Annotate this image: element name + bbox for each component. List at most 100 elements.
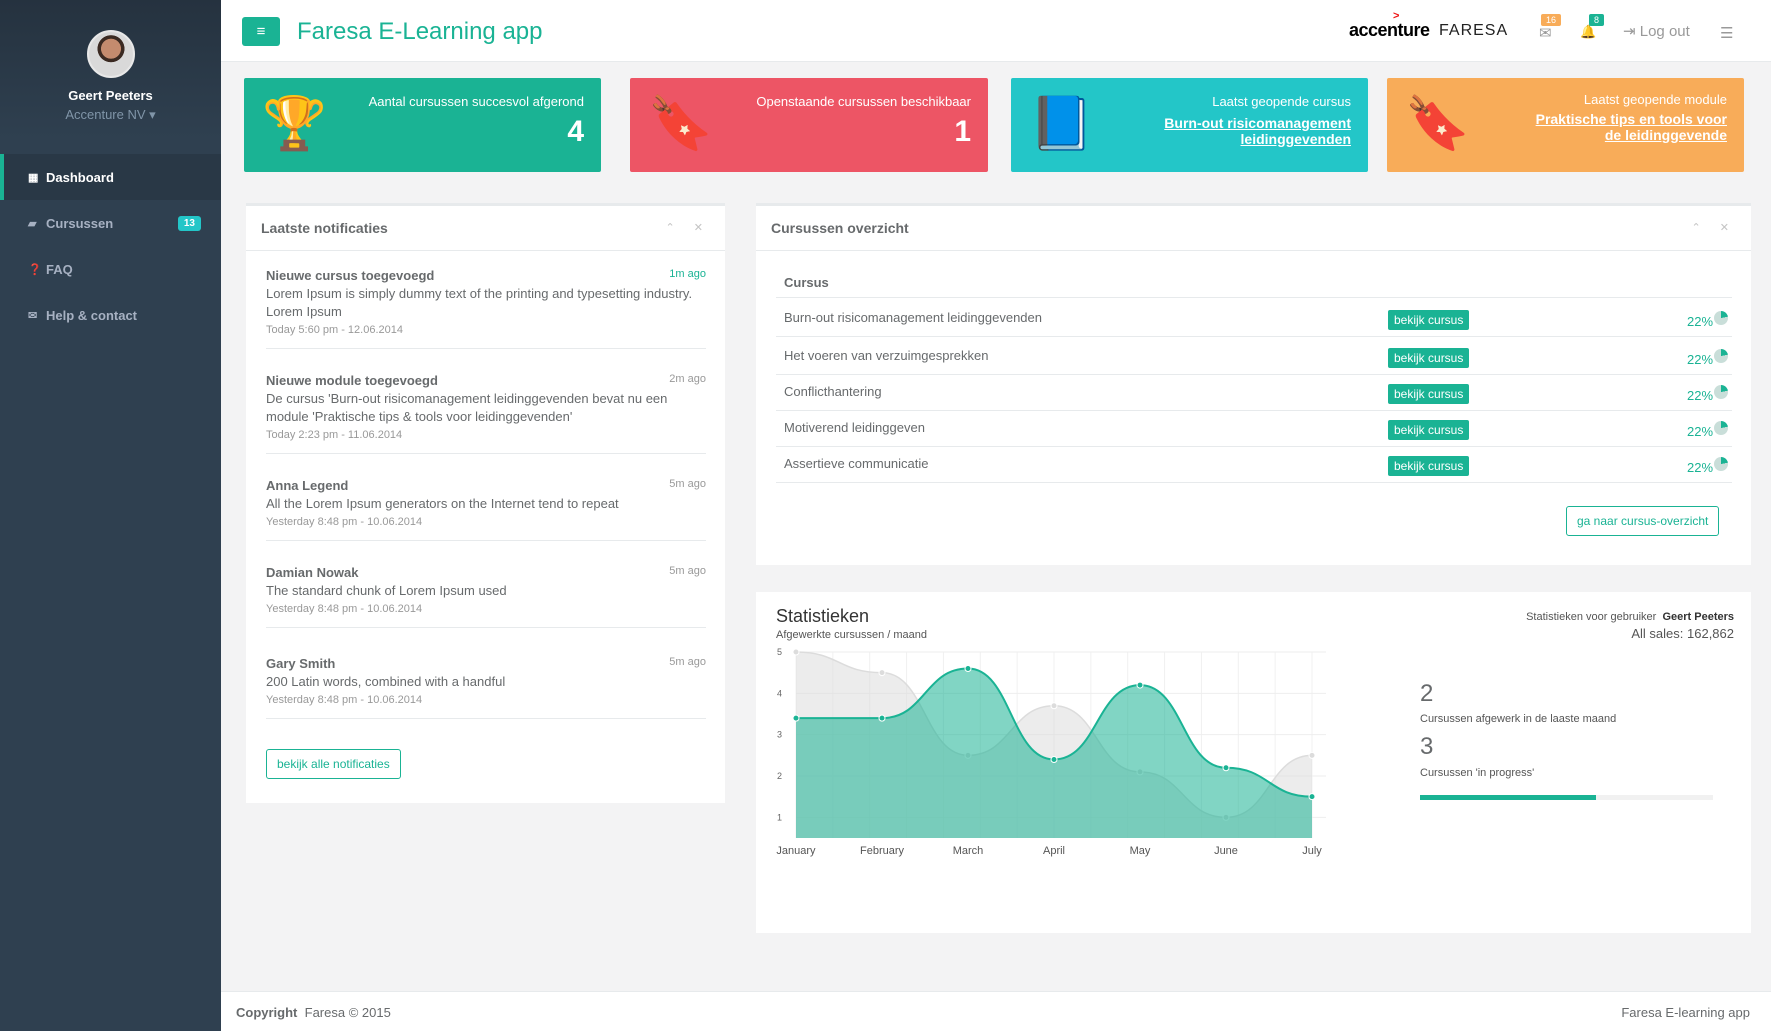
profile: Geert Peeters Accenture NV ▾ [0, 0, 221, 140]
data-point [878, 714, 886, 722]
area-chart: 1 2 3 4 5 January February March April May June Jul… [776, 647, 1326, 857]
last-course-link[interactable]: Burn-out risicomanagement leidinggevende… [1164, 115, 1351, 147]
view-course-button[interactable]: bekijk cursus [1388, 456, 1470, 476]
mail-icon[interactable]: ✉ [1539, 25, 1552, 42]
bell-icon[interactable]: 🔔 [1580, 24, 1597, 39]
mail-count-badge: 16 [1541, 14, 1562, 26]
tile-completed-courses: 🏆 Aantal cursussen succesvol afgerond 4 [244, 78, 601, 172]
y-tick-label: 2 [777, 771, 782, 781]
course-name: Het voeren van verzuimgesprekken [784, 348, 989, 363]
accenture-logo: accenture > [1349, 10, 1430, 40]
data-point [792, 648, 800, 656]
sidebar-item-label: Help & contact [46, 307, 138, 323]
notification-item[interactable]: Nieuwe cursus toegevoegd 1m ago Lorem Ip… [266, 268, 706, 349]
x-tick-label: January [776, 845, 816, 857]
notification-item[interactable]: Gary Smith 5m ago 200 Latin words, combi… [266, 656, 706, 719]
faresa-logo: FARESA [1439, 22, 1509, 39]
sidebar-item-faq[interactable]: ❓ FAQ [0, 246, 221, 292]
notifications-count-badge: 8 [1589, 14, 1605, 26]
data-point [1222, 764, 1230, 772]
panel-title: Cursussen overzicht [756, 203, 1751, 251]
sidebar-item-cursussen[interactable]: ▰ Cursussen 13 [0, 200, 221, 246]
progress-pie-icon [1714, 349, 1728, 363]
data-point [792, 714, 800, 722]
stats-title: Statistieken [776, 606, 870, 626]
notifications-panel: Laatste notificaties ⌃ ✕ Nieuwe cursus t… [246, 203, 725, 803]
course-progress-pct: 22% [1687, 460, 1714, 475]
courses-overview-panel: Cursussen overzicht ⌃ ✕ Cursus Burn-out … [756, 203, 1751, 565]
notification-item[interactable]: Damian Nowak 5m ago The standard chunk o… [266, 565, 706, 628]
sidebar-item-label: Dashboard [46, 169, 114, 185]
y-tick-label: 4 [777, 688, 782, 698]
book-icon: 📘 [1029, 95, 1094, 153]
progress-pie-icon [1714, 385, 1728, 399]
data-point [964, 665, 972, 673]
sidebar-item-label: Cursussen [46, 215, 114, 231]
view-course-button[interactable]: bekijk cursus [1388, 348, 1470, 368]
menu-toggle-button[interactable]: ≡ [242, 17, 280, 46]
data-point [1050, 755, 1058, 763]
kpi-in-progress-label: Cursussen 'in progress' [1420, 767, 1535, 779]
course-name: Assertieve communicatie [784, 456, 929, 471]
notification-item[interactable]: Nieuwe module toegevoegd 2m ago De cursu… [266, 373, 706, 454]
tile-open-courses: 🔖 Openstaande cursussen beschikbaar 1 [630, 78, 988, 172]
bookmark-icon: 🔖 [648, 95, 713, 153]
data-point [878, 669, 886, 677]
x-tick-label: July [1302, 845, 1322, 857]
kpi-completed-value: 2 [1420, 680, 1434, 707]
column-header-cursus: Cursus [776, 268, 1732, 298]
copyright-label: Copyright [236, 1005, 298, 1020]
user-org-dropdown[interactable]: Accenture NV ▾ [65, 107, 156, 122]
stats-user: Statistieken voor gebruiker Geert Peeter… [1526, 611, 1734, 623]
course-name: Burn-out risicomanagement leidinggevende… [784, 310, 1042, 325]
x-tick-label: March [953, 845, 984, 857]
panel-tools[interactable]: ⌃ ✕ [1691, 222, 1737, 234]
sidebar-item-help-contact[interactable]: ✉ Help & contact [0, 292, 221, 338]
envelope-icon: ✉ [28, 309, 38, 322]
table-row: Burn-out risicomanagement leidinggevende… [776, 301, 1732, 337]
footer: Copyright Faresa © 2015 Faresa E-learnin… [221, 991, 1771, 1031]
panel-title: Laatste notificaties [246, 203, 725, 251]
stats-sales: All sales: 162,862 [1631, 626, 1734, 641]
y-tick-label: 1 [777, 812, 782, 822]
hamburger-icon: ≡ [256, 23, 266, 40]
in-progress-bar-fill [1420, 795, 1596, 800]
course-progress-pct: 22% [1687, 424, 1714, 439]
footer-app-name: Faresa E-learning app [1621, 1005, 1750, 1020]
x-tick-label: February [860, 845, 905, 857]
x-tick-label: May [1130, 845, 1151, 857]
avatar[interactable] [86, 30, 135, 78]
view-course-button[interactable]: bekijk cursus [1388, 420, 1470, 440]
panel-tools[interactable]: ⌃ ✕ [665, 222, 711, 234]
notification-item[interactable]: Anna Legend 5m ago All the Lorem Ipsum g… [266, 478, 706, 541]
dashboard-icon: ▦ [28, 171, 39, 184]
progress-pie-icon [1714, 457, 1728, 471]
view-all-notifications-button[interactable]: bekijk alle notificaties [266, 749, 401, 779]
tile-value: 4 [567, 115, 584, 148]
sidebar: Geert Peeters Accenture NV ▾ ▦ Dashboard… [0, 0, 221, 1031]
series-area [796, 668, 1312, 838]
data-point [1136, 681, 1144, 689]
data-point [1050, 702, 1058, 710]
question-icon: ❓ [28, 263, 42, 276]
x-tick-label: April [1043, 845, 1065, 857]
x-tick-label: June [1214, 845, 1238, 857]
data-point [1308, 793, 1316, 801]
y-tick-label: 5 [777, 647, 782, 657]
logout-link[interactable]: ⇥ Log out [1623, 23, 1690, 40]
course-name: Conflicthantering [784, 384, 882, 399]
sidebar-item-dashboard[interactable]: ▦ Dashboard [0, 154, 221, 200]
tile-last-module: 🔖 Laatst geopende module Praktische tips… [1387, 78, 1744, 172]
courses-count-badge: 13 [177, 216, 201, 231]
progress-pie-icon [1714, 311, 1728, 325]
view-course-button[interactable]: bekijk cursus [1388, 310, 1470, 330]
course-progress-pct: 22% [1687, 352, 1714, 367]
tasks-icon[interactable]: ☰ [1720, 25, 1734, 42]
last-module-link[interactable]: Praktische tips en tools voor de leiding… [1535, 111, 1727, 143]
sidebar-item-label: FAQ [46, 261, 73, 277]
course-progress-pct: 22% [1687, 388, 1714, 403]
data-point [1308, 751, 1316, 759]
course-overview-button[interactable]: ga naar cursus-overzicht [1566, 506, 1720, 536]
course-name: Motiverend leidinggeven [784, 420, 925, 435]
view-course-button[interactable]: bekijk cursus [1388, 384, 1470, 404]
